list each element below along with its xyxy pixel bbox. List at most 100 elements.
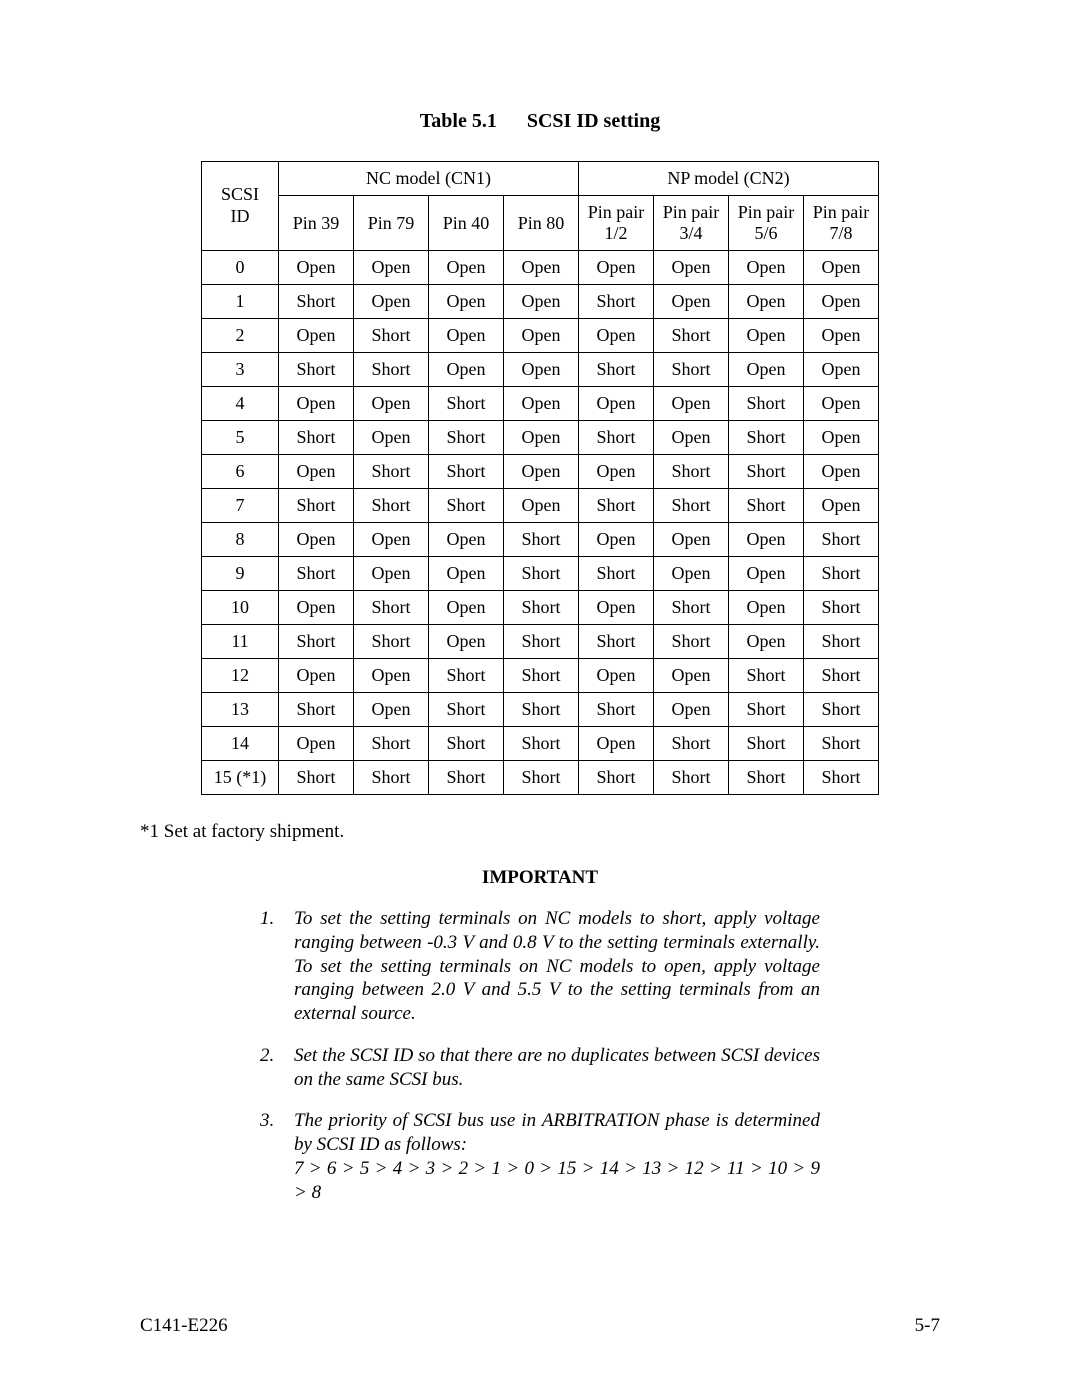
sub-header: Pin 80 (504, 196, 579, 251)
value-cell: Open (579, 659, 654, 693)
value-cell: Open (504, 387, 579, 421)
table-title-label: Table 5.1 (420, 110, 497, 132)
value-cell: Short (804, 591, 879, 625)
value-cell: Short (804, 761, 879, 795)
value-cell: Open (354, 557, 429, 591)
value-cell: Open (429, 523, 504, 557)
table-row: 3ShortShortOpenOpenShortShortOpenOpen (202, 353, 879, 387)
value-cell: Open (804, 387, 879, 421)
value-cell: Open (579, 455, 654, 489)
scsi-id-cell: 14 (202, 727, 279, 761)
value-cell: Short (279, 625, 354, 659)
value-cell: Open (729, 625, 804, 659)
value-cell: Short (279, 761, 354, 795)
value-cell: Open (654, 251, 729, 285)
header-scsi-id: SCSIID (202, 162, 279, 251)
note-item: 1. To set the setting terminals on NC mo… (260, 907, 820, 1026)
value-cell: Open (504, 421, 579, 455)
value-cell: Short (279, 557, 354, 591)
value-cell: Open (279, 455, 354, 489)
value-cell: Open (579, 319, 654, 353)
value-cell: Short (279, 353, 354, 387)
value-cell: Short (654, 455, 729, 489)
table-row: 15 (*1)ShortShortShortShortShortShortSho… (202, 761, 879, 795)
value-cell: Short (804, 625, 879, 659)
scsi-id-cell: 3 (202, 353, 279, 387)
value-cell: Open (429, 557, 504, 591)
note-text: The priority of SCSI bus use in ARBITRAT… (294, 1109, 820, 1204)
table-row: 2OpenShortOpenOpenOpenShortOpenOpen (202, 319, 879, 353)
value-cell: Open (579, 251, 654, 285)
value-cell: Open (804, 353, 879, 387)
value-cell: Open (579, 727, 654, 761)
header-group-np: NP model (CN2) (579, 162, 879, 196)
value-cell: Short (654, 761, 729, 795)
value-cell: Short (504, 625, 579, 659)
value-cell: Short (579, 761, 654, 795)
value-cell: Open (804, 319, 879, 353)
table-row: 1ShortOpenOpenOpenShortOpenOpenOpen (202, 285, 879, 319)
table-title: Table 5.1SCSI ID setting (140, 110, 940, 133)
value-cell: Open (354, 523, 429, 557)
table-row: 12OpenOpenShortShortOpenOpenShortShort (202, 659, 879, 693)
scsi-id-cell: 5 (202, 421, 279, 455)
value-cell: Short (729, 489, 804, 523)
value-cell: Short (354, 455, 429, 489)
value-cell: Short (279, 693, 354, 727)
note-text: To set the setting terminals on NC model… (294, 907, 820, 1026)
value-cell: Short (504, 727, 579, 761)
scsi-id-table: SCSIID NC model (CN1) NP model (CN2) Pin… (201, 161, 879, 795)
value-cell: Short (579, 353, 654, 387)
value-cell: Open (729, 319, 804, 353)
value-cell: Short (279, 489, 354, 523)
value-cell: Open (729, 285, 804, 319)
value-cell: Open (429, 319, 504, 353)
scsi-id-cell: 1 (202, 285, 279, 319)
value-cell: Short (354, 727, 429, 761)
table-row: 13ShortOpenShortShortShortOpenShortShort (202, 693, 879, 727)
table-row: 14OpenShortShortShortOpenShortShortShort (202, 727, 879, 761)
sub-header: Pin pair7/8 (804, 196, 879, 251)
value-cell: Open (504, 455, 579, 489)
value-cell: Short (354, 625, 429, 659)
value-cell: Open (504, 285, 579, 319)
value-cell: Open (504, 319, 579, 353)
value-cell: Open (354, 387, 429, 421)
value-cell: Open (579, 387, 654, 421)
note-item: 2. Set the SCSI ID so that there are no … (260, 1044, 820, 1092)
value-cell: Short (729, 761, 804, 795)
note-text: Set the SCSI ID so that there are no dup… (294, 1044, 820, 1092)
value-cell: Short (729, 455, 804, 489)
value-cell: Open (804, 489, 879, 523)
sub-header: Pin 40 (429, 196, 504, 251)
value-cell: Open (579, 523, 654, 557)
value-cell: Open (279, 659, 354, 693)
value-cell: Open (654, 285, 729, 319)
value-cell: Short (354, 591, 429, 625)
value-cell: Open (504, 251, 579, 285)
value-cell: Open (654, 659, 729, 693)
value-cell: Short (804, 523, 879, 557)
table-row: 9ShortOpenOpenShortShortOpenOpenShort (202, 557, 879, 591)
value-cell: Open (804, 455, 879, 489)
page: Table 5.1SCSI ID setting SCSIID NC model… (0, 0, 1080, 1397)
header-scsi-id-text: SCSIID (221, 184, 259, 226)
value-cell: Short (579, 285, 654, 319)
value-cell: Open (429, 591, 504, 625)
value-cell: Open (729, 591, 804, 625)
value-cell: Short (654, 319, 729, 353)
value-cell: Open (429, 285, 504, 319)
value-cell: Open (729, 557, 804, 591)
value-cell: Short (729, 659, 804, 693)
value-cell: Short (804, 659, 879, 693)
scsi-id-cell: 8 (202, 523, 279, 557)
value-cell: Short (354, 353, 429, 387)
value-cell: Short (504, 523, 579, 557)
value-cell: Short (579, 489, 654, 523)
value-cell: Short (354, 319, 429, 353)
value-cell: Open (804, 421, 879, 455)
sub-header: Pin pair3/4 (654, 196, 729, 251)
value-cell: Open (429, 251, 504, 285)
table-row: 10OpenShortOpenShortOpenShortOpenShort (202, 591, 879, 625)
value-cell: Short (654, 727, 729, 761)
